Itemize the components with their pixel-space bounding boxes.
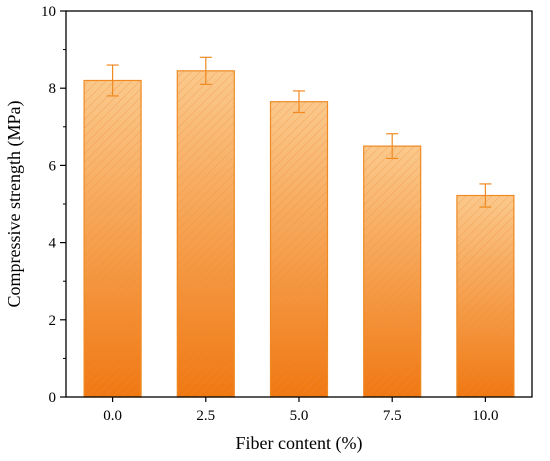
x-axis-ticks: 0.0 2.5 5.0 7.5 10.0: [103, 397, 499, 424]
error-bar-7.5: [386, 133, 399, 160]
y-tick-label: 4: [49, 236, 57, 252]
y-tick-label: 0: [49, 390, 57, 406]
x-tick-label: 5.0: [290, 408, 309, 424]
error-bar-5.0: [293, 90, 305, 114]
bars-layer: [83, 70, 515, 398]
y-axis-title: Compressive strength (MPa): [4, 101, 25, 308]
error-bars-layer: [106, 56, 492, 208]
error-bar-10.0: [479, 183, 492, 208]
bar-2.5: [176, 70, 235, 398]
y-tick-label: 10: [41, 4, 56, 20]
bar-hatch: [456, 194, 515, 398]
y-tick-label: 2: [49, 313, 57, 329]
y-tick-label: 8: [49, 81, 57, 97]
bar-hatch: [83, 79, 142, 398]
bar-7.5: [363, 145, 422, 398]
y-axis-ticks: 0 2 4 6 8 10: [41, 4, 66, 406]
bar-5.0: [269, 101, 329, 398]
bar-10.0: [456, 194, 515, 398]
x-axis-title: Fiber content (%): [236, 433, 363, 454]
error-bar-0.0: [106, 64, 119, 97]
error-bar-2.5: [199, 56, 212, 85]
bar-hatch: [269, 101, 329, 398]
x-tick-label: 0.0: [103, 408, 122, 424]
bar-hatch: [176, 70, 235, 398]
y-tick-label: 6: [49, 158, 57, 174]
x-tick-label: 7.5: [383, 408, 402, 424]
x-tick-label: 2.5: [196, 408, 215, 424]
bar-0.0: [83, 79, 142, 398]
bar-hatch: [363, 145, 422, 398]
x-tick-label: 10.0: [472, 408, 498, 424]
